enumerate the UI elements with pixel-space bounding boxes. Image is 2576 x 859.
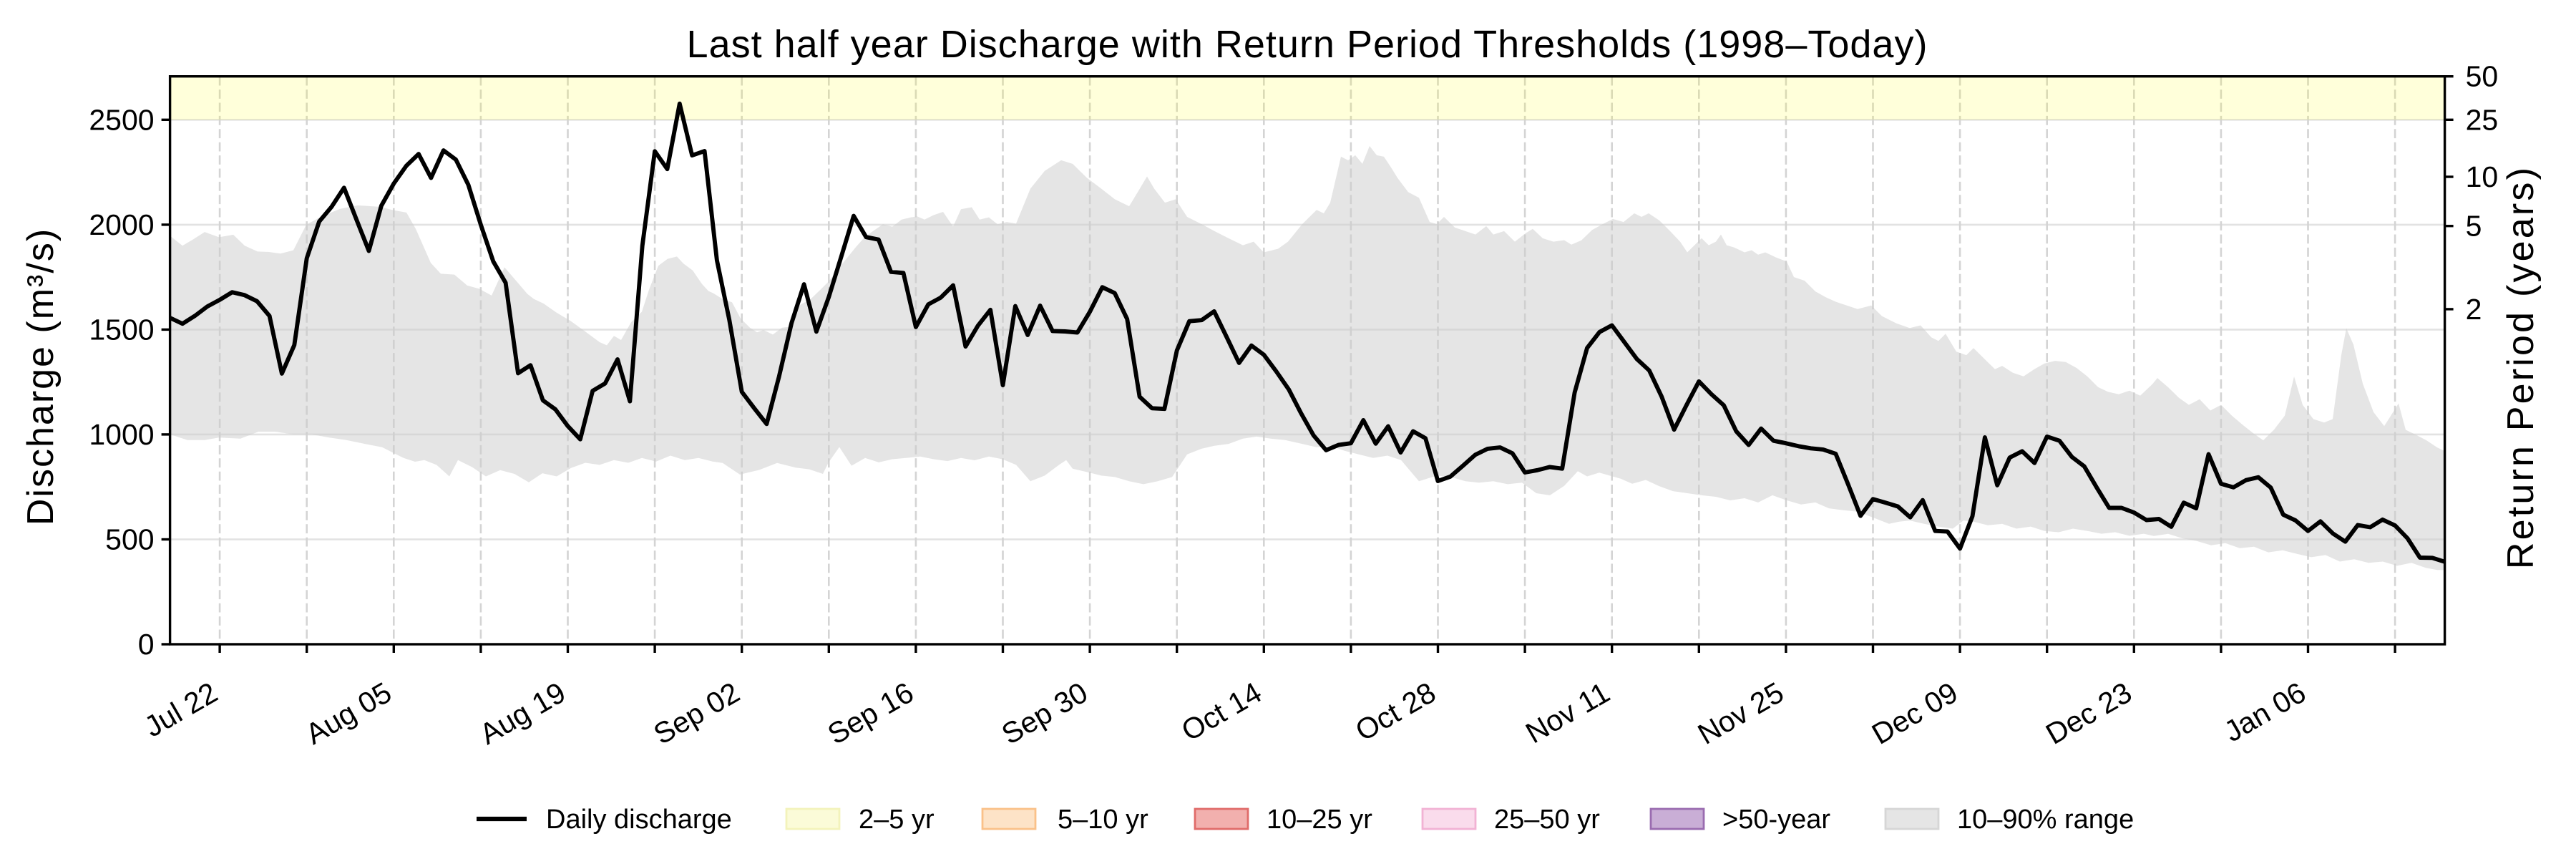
svg-text:500: 500	[105, 523, 154, 556]
svg-text:1500: 1500	[89, 313, 154, 346]
svg-text:25–50 yr: 25–50 yr	[1494, 805, 1600, 835]
svg-text:1000: 1000	[89, 418, 154, 451]
svg-text:25: 25	[2466, 103, 2499, 136]
svg-text:2–5 yr: 2–5 yr	[859, 805, 935, 835]
svg-text:>50-year: >50-year	[1722, 805, 1830, 835]
svg-text:Return Period (years): Return Period (years)	[2500, 165, 2542, 569]
svg-text:Daily discharge: Daily discharge	[546, 805, 732, 835]
svg-text:10–25 yr: 10–25 yr	[1267, 805, 1372, 835]
svg-text:10: 10	[2466, 160, 2499, 193]
svg-text:5–10 yr: 5–10 yr	[1058, 805, 1148, 835]
svg-text:Discharge (m³/s): Discharge (m³/s)	[20, 228, 62, 525]
svg-text:2500: 2500	[89, 103, 154, 136]
svg-text:2000: 2000	[89, 208, 154, 241]
svg-text:50: 50	[2466, 60, 2499, 93]
svg-text:10–90% range: 10–90% range	[1957, 805, 2134, 835]
svg-text:5: 5	[2466, 210, 2482, 243]
svg-text:0: 0	[138, 628, 155, 661]
svg-text:Last half year Discharge with: Last half year Discharge with Return Per…	[687, 23, 1928, 66]
svg-text:2: 2	[2466, 293, 2482, 326]
